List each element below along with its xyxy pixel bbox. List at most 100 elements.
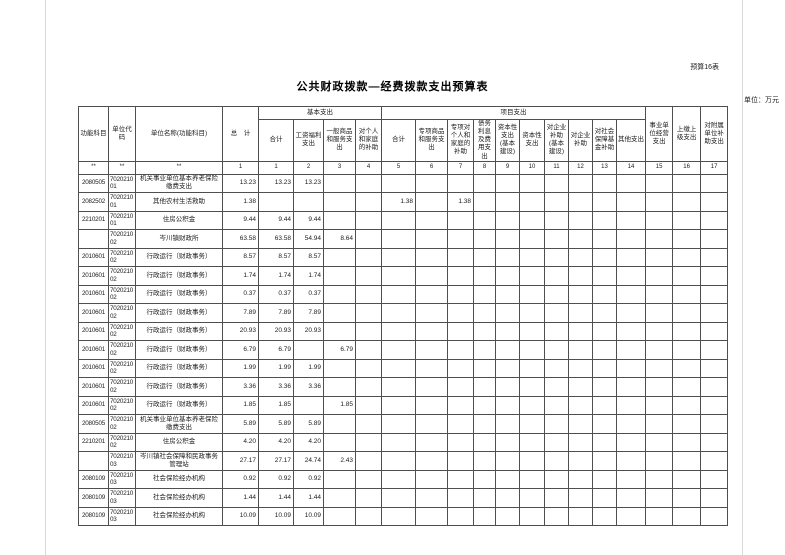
cell-amount bbox=[672, 266, 702, 286]
cell-amount bbox=[700, 469, 729, 490]
cell-amount bbox=[495, 247, 520, 268]
cell-amount: 1.38 bbox=[222, 192, 259, 212]
cell-amount bbox=[592, 358, 617, 379]
cell-unit-name: 住房公积金 bbox=[135, 210, 223, 231]
header-column-number: 17 bbox=[700, 160, 729, 175]
cell-amount bbox=[381, 284, 416, 305]
cell-amount bbox=[672, 229, 702, 249]
header-column-number: 1 bbox=[222, 160, 259, 175]
cell-functional-subject bbox=[78, 229, 109, 249]
cell-amount bbox=[495, 303, 520, 323]
table-row: 2210201 702021001 住房公积金 9.44 9.44 9.44 bbox=[78, 210, 729, 231]
cell-amount: 3.36 bbox=[293, 377, 324, 397]
cell-amount bbox=[544, 395, 569, 416]
cell-amount bbox=[495, 377, 520, 397]
cell-amount bbox=[355, 488, 382, 508]
cell-amount: 20.93 bbox=[222, 321, 259, 342]
cell-amount bbox=[645, 247, 674, 268]
cell-amount: 0.92 bbox=[258, 469, 294, 490]
cell-functional-subject: 2080109 bbox=[78, 469, 109, 490]
cell-amount bbox=[495, 395, 520, 416]
cell-unit-name: 行政运行（财政事务） bbox=[135, 395, 223, 416]
cell-amount bbox=[519, 340, 545, 360]
cell-amount bbox=[700, 303, 729, 323]
cell-amount bbox=[473, 358, 496, 379]
cell-amount bbox=[355, 173, 382, 194]
cell-amount bbox=[323, 247, 356, 268]
cell-amount bbox=[568, 173, 593, 194]
cell-amount bbox=[495, 340, 520, 360]
cell-amount bbox=[592, 432, 617, 453]
cell-amount bbox=[323, 432, 356, 453]
cell-unit-name: 行政运行（财政事务） bbox=[135, 303, 223, 323]
cell-amount bbox=[700, 340, 729, 360]
table-row: 2080505 702021001 机关事业单位基本养老保险缴费支出 13.23 13.… bbox=[78, 173, 729, 194]
cell-amount: 27.17 bbox=[222, 451, 259, 471]
cell-functional-subject: 2010601 bbox=[78, 377, 109, 397]
cell-amount bbox=[381, 395, 416, 416]
cell-unit-code: 702021002 bbox=[108, 284, 136, 305]
cell-amount: 1.38 bbox=[381, 192, 416, 212]
cell-amount bbox=[615, 488, 647, 508]
cell-amount: 10.09 bbox=[293, 506, 324, 527]
cell-amount: 1.99 bbox=[222, 358, 259, 379]
cell-amount: 1.85 bbox=[323, 395, 356, 416]
cell-amount: 6.79 bbox=[258, 340, 294, 360]
cell-amount bbox=[615, 451, 647, 471]
cell-amount: 0.37 bbox=[258, 284, 294, 305]
header-group-row: 功能科目 单位代码 单位名称(功能科目) 总 计 基本支出 项目支出 事业单位经… bbox=[78, 106, 729, 162]
cell-amount bbox=[645, 469, 674, 490]
cell-amount bbox=[700, 432, 729, 453]
header-functional-subject: 功能科目 bbox=[78, 106, 109, 162]
page-title: 公共财政拨款—经费拨款支出预算表 bbox=[296, 81, 489, 93]
cell-amount bbox=[544, 377, 569, 397]
cell-amount bbox=[519, 173, 545, 194]
cell-amount bbox=[568, 358, 593, 379]
table-row: 2010601 702021002 行政运行（财政事务） 6.79 6.79 6.79 bbox=[78, 340, 729, 360]
cell-amount bbox=[700, 395, 729, 416]
cell-unit-code: 702021002 bbox=[108, 247, 136, 268]
table-row: 702021003 岑川镇社会保障和民政事务管理站 27.17 27.17 24.74 2… bbox=[78, 451, 729, 471]
cell-amount bbox=[519, 414, 545, 434]
table-row: 2010601 702021002 行政运行（财政事务） 1.85 1.85 1.85 bbox=[78, 395, 729, 416]
cell-unit-code: 702021003 bbox=[108, 451, 136, 471]
cell-unit-name: 社会保险经办机构 bbox=[135, 488, 223, 508]
cell-amount bbox=[615, 303, 647, 323]
cell-unit-name: 其他农村生活救助 bbox=[135, 192, 223, 212]
cell-amount: 7.89 bbox=[222, 303, 259, 323]
header-column-number: 10 bbox=[519, 160, 545, 175]
cell-amount bbox=[519, 395, 545, 416]
cell-functional-subject: 2210201 bbox=[78, 432, 109, 453]
cell-unit-name: 行政运行（财政事务） bbox=[135, 284, 223, 305]
cell-amount bbox=[592, 321, 617, 342]
cell-amount bbox=[645, 395, 674, 416]
cell-amount: 5.89 bbox=[293, 414, 324, 434]
cell-amount: 10.09 bbox=[258, 506, 294, 527]
cell-unit-name: 住房公积金 bbox=[135, 432, 223, 453]
cell-amount bbox=[381, 414, 416, 434]
cell-amount bbox=[381, 266, 416, 286]
cell-amount bbox=[568, 247, 593, 268]
cell-amount bbox=[700, 173, 729, 194]
cell-amount bbox=[544, 303, 569, 323]
cell-amount bbox=[544, 358, 569, 379]
cell-amount bbox=[672, 488, 702, 508]
cell-amount bbox=[568, 192, 593, 212]
header-subcolumn: 合计 bbox=[381, 119, 416, 162]
cell-amount bbox=[519, 210, 545, 231]
cell-amount bbox=[672, 451, 702, 471]
cell-amount bbox=[615, 192, 647, 212]
cell-functional-subject: 2080109 bbox=[78, 506, 109, 527]
header-subcolumn: 合计 bbox=[258, 119, 294, 162]
cell-amount bbox=[293, 395, 324, 416]
cell-amount bbox=[519, 451, 545, 471]
sheet-number-label: 预算16表 bbox=[690, 64, 719, 71]
cell-amount bbox=[355, 340, 382, 360]
table-row: 702021002 岑川镇财政所 63.58 63.58 54.94 8.64 bbox=[78, 229, 729, 249]
cell-amount bbox=[519, 192, 545, 212]
cell-amount bbox=[544, 266, 569, 286]
cell-amount bbox=[447, 284, 474, 305]
cell-unit-name: 机关事业单位基本养老保险缴费支出 bbox=[135, 173, 223, 194]
cell-amount bbox=[415, 247, 448, 268]
cell-amount bbox=[323, 303, 356, 323]
